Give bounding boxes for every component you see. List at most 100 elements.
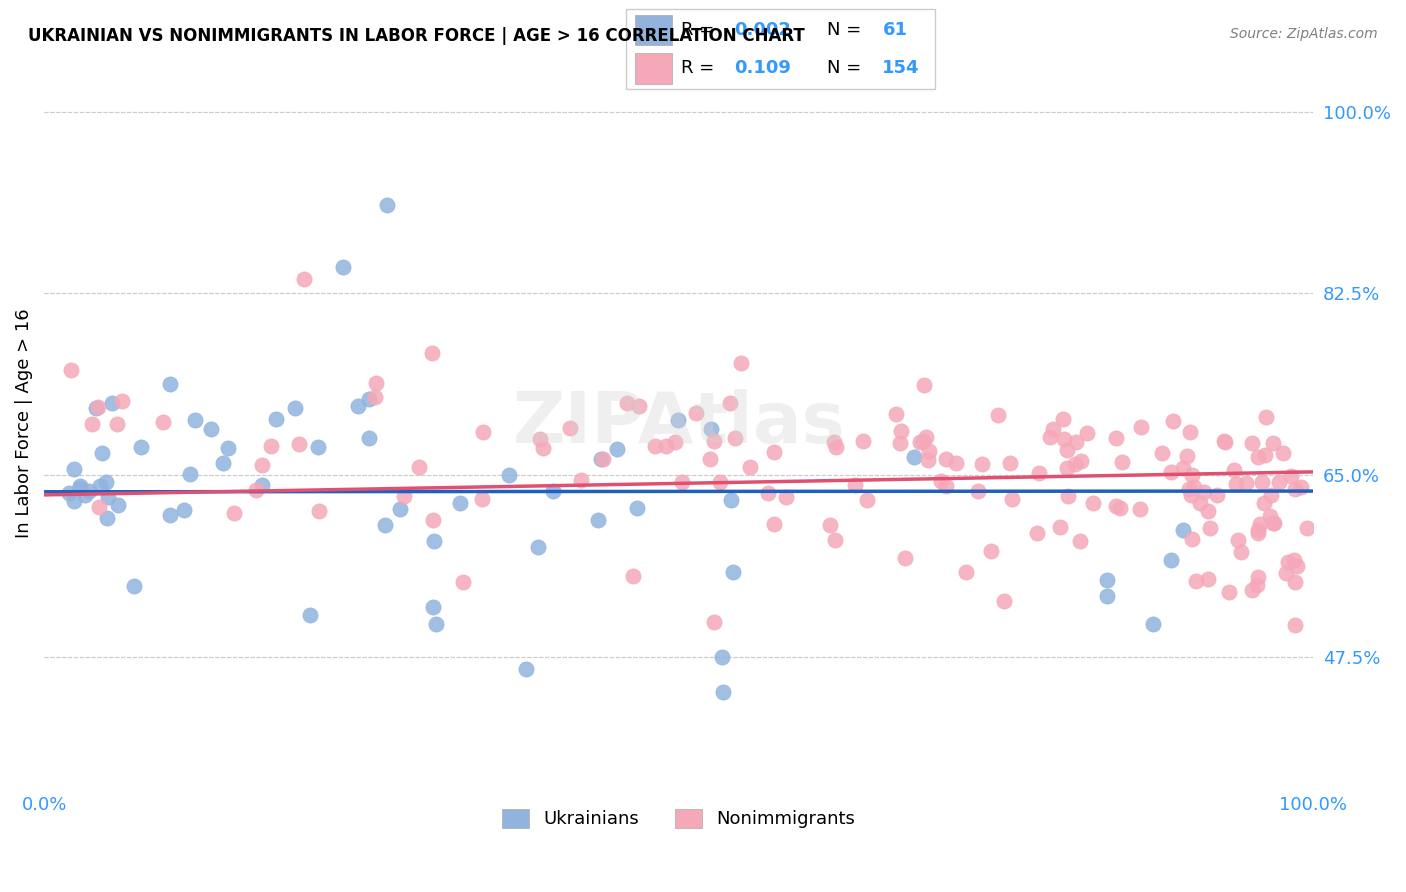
Point xyxy=(97,491,120,505)
Point xyxy=(1180,425,1202,439)
Point xyxy=(87,400,110,414)
Point xyxy=(288,437,311,451)
Point xyxy=(586,513,609,527)
Point xyxy=(1225,477,1247,491)
Bar xyxy=(636,14,672,45)
Point xyxy=(616,396,638,410)
Point xyxy=(823,435,845,450)
Point xyxy=(1070,454,1092,468)
Point xyxy=(1160,465,1182,479)
Point xyxy=(84,401,107,416)
Text: R =: R = xyxy=(682,21,714,38)
Point xyxy=(292,272,315,286)
Text: Source: ZipAtlas.com: Source: ZipAtlas.com xyxy=(1230,27,1378,41)
Point xyxy=(357,431,380,445)
Point xyxy=(711,650,734,665)
Point xyxy=(1234,475,1257,490)
Point xyxy=(1227,533,1250,548)
Point xyxy=(711,684,734,698)
Point xyxy=(332,260,354,275)
Point xyxy=(1284,618,1306,632)
Point xyxy=(1241,582,1264,597)
Bar xyxy=(636,54,672,84)
Point xyxy=(1052,412,1074,426)
Point xyxy=(1256,409,1278,424)
Point xyxy=(217,441,239,455)
Point xyxy=(80,417,103,431)
Point xyxy=(264,412,287,426)
FancyBboxPatch shape xyxy=(626,9,935,89)
Point xyxy=(1163,413,1185,427)
Point xyxy=(1240,436,1263,450)
Point xyxy=(357,392,380,407)
Point xyxy=(449,496,471,510)
Point xyxy=(73,488,96,502)
Point xyxy=(626,501,648,516)
Point xyxy=(422,513,444,527)
Point xyxy=(1260,488,1282,502)
Point xyxy=(308,504,330,518)
Point xyxy=(184,412,207,426)
Point xyxy=(666,412,689,426)
Point xyxy=(908,435,931,450)
Point xyxy=(60,363,83,377)
Point xyxy=(917,452,939,467)
Point xyxy=(720,493,742,508)
Point xyxy=(1056,443,1078,458)
Point xyxy=(1263,435,1285,450)
Point xyxy=(955,565,977,579)
Point xyxy=(425,616,447,631)
Point xyxy=(915,429,938,443)
Point xyxy=(903,450,925,465)
Point xyxy=(69,479,91,493)
Point xyxy=(1263,516,1285,531)
Point xyxy=(1249,516,1271,531)
Point xyxy=(589,452,612,467)
Point xyxy=(911,434,934,449)
Point xyxy=(756,486,779,500)
Point xyxy=(1222,463,1244,477)
Point xyxy=(1218,585,1240,599)
Point xyxy=(1069,534,1091,549)
Point xyxy=(1081,496,1104,510)
Point xyxy=(825,440,848,454)
Point xyxy=(935,479,957,493)
Point xyxy=(179,467,201,481)
Text: N =: N = xyxy=(827,60,860,78)
Point xyxy=(69,481,91,495)
Point xyxy=(945,456,967,470)
Point xyxy=(1247,570,1270,584)
Point xyxy=(884,408,907,422)
Point xyxy=(101,396,124,410)
Point xyxy=(392,489,415,503)
Y-axis label: In Labor Force | Age > 16: In Labor Force | Age > 16 xyxy=(15,309,32,538)
Point xyxy=(894,550,917,565)
Point xyxy=(1129,502,1152,516)
Point xyxy=(671,475,693,489)
Point xyxy=(1271,446,1294,460)
Point xyxy=(1160,553,1182,567)
Point xyxy=(1182,479,1205,493)
Point xyxy=(375,198,398,212)
Point xyxy=(1173,523,1195,537)
Legend: Ukrainians, Nonimmigrants: Ukrainians, Nonimmigrants xyxy=(495,802,863,836)
Point xyxy=(1247,523,1270,537)
Point xyxy=(105,417,128,431)
Point xyxy=(250,478,273,492)
Point xyxy=(173,503,195,517)
Point xyxy=(1289,480,1312,494)
Point xyxy=(498,468,520,483)
Point xyxy=(89,479,111,493)
Point xyxy=(87,500,110,515)
Point xyxy=(299,607,322,622)
Point xyxy=(980,544,1002,558)
Point xyxy=(700,422,723,436)
Point xyxy=(1285,559,1308,574)
Point xyxy=(1064,457,1087,471)
Point xyxy=(222,506,245,520)
Point xyxy=(972,457,994,471)
Point xyxy=(1175,449,1198,463)
Point xyxy=(1198,572,1220,586)
Point xyxy=(852,434,875,448)
Point xyxy=(1275,566,1298,580)
